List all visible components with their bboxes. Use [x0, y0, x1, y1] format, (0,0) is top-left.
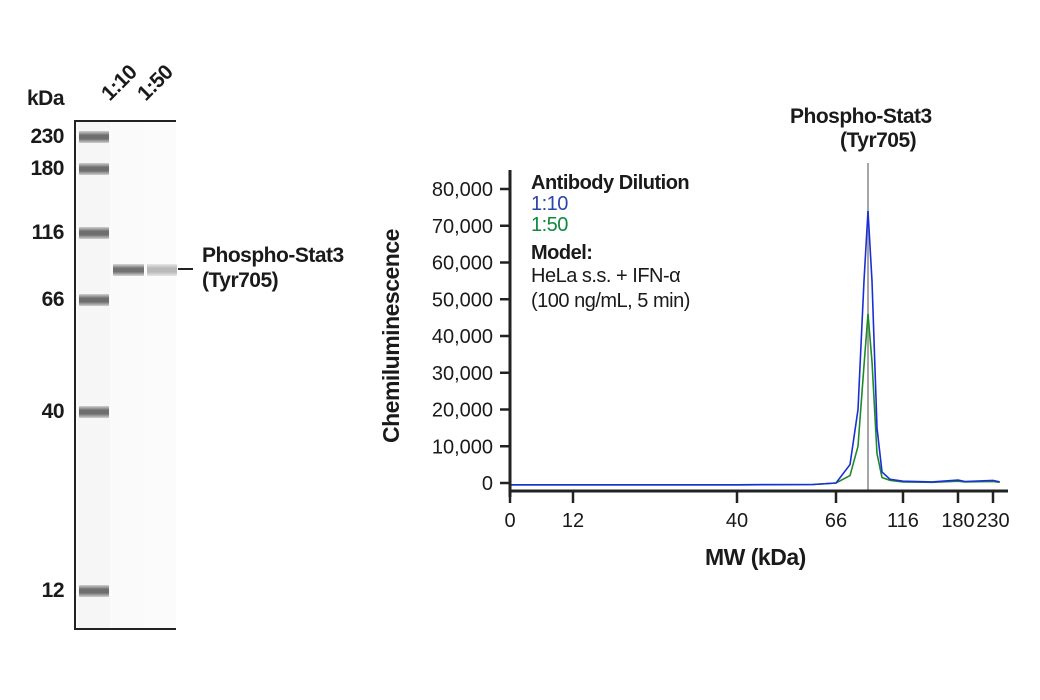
y-tick-label: 80,000 [432, 179, 493, 201]
series-1-10-line [510, 211, 1000, 486]
y-tick-label: 0 [482, 473, 493, 495]
x-tick-label: 12 [562, 510, 584, 532]
mw-label-116: 116 [31, 221, 65, 244]
mw-label-230: 230 [30, 125, 64, 148]
x-tick-label: 230 [976, 510, 1009, 532]
y-tick-label: 30,000 [432, 363, 493, 385]
x-axis-title: MW (kDa) [705, 544, 806, 570]
peak-label-line1: Phospho-Stat3 [790, 105, 932, 128]
model-title: Model: [531, 242, 593, 264]
marker-band-40 [79, 406, 109, 418]
lane-1-50 [146, 122, 176, 628]
marker-band-180 [79, 163, 109, 175]
band-annotation-line1: Phospho-Stat3 [202, 244, 344, 267]
legend-entry-1-50: 1:50 [531, 214, 568, 236]
legend-entry-1-10: 1:10 [531, 193, 568, 215]
marker-lane [78, 122, 110, 628]
series-1-50-line [510, 313, 1000, 486]
x-axis: 0 12 40 66 116 180 230 [504, 491, 1010, 532]
x-tick-label: 116 [887, 510, 919, 532]
y-axis: 0 10,000 20,000 30,000 40,000 50,000 60,000 70,… [432, 179, 510, 495]
marker-band-116 [79, 227, 109, 239]
marker-band-12 [79, 585, 109, 597]
y-tick-label: 70,000 [432, 216, 493, 238]
peak-label-line2: (Tyr705) [840, 129, 917, 152]
blot-image [74, 120, 177, 630]
y-tick-label: 60,000 [432, 253, 493, 275]
mw-label-180: 180 [30, 157, 64, 180]
x-tick-label: 40 [726, 510, 748, 532]
model-line2: (100 ng/mL, 5 min) [531, 290, 690, 312]
legend: Antibody Dilution 1:10 1:50 Model: HeLa … [531, 172, 690, 315]
band-pointer-line [178, 268, 193, 270]
y-tick-label: 40,000 [432, 326, 493, 348]
mw-label-12: 12 [41, 579, 65, 602]
x-tick-label: 0 [504, 510, 515, 532]
y-tick-label: 50,000 [432, 289, 493, 311]
y-tick-label: 20,000 [432, 400, 493, 422]
x-tick-label: 180 [941, 510, 974, 532]
x-tick-label: 66 [825, 510, 847, 532]
band-1-10 [113, 264, 144, 276]
band-1-50 [147, 264, 177, 276]
mw-label-40: 40 [41, 400, 65, 423]
legend-title: Antibody Dilution [531, 172, 690, 194]
band-annotation-line2: (Tyr705) [202, 269, 279, 292]
kda-unit-label: kDa [27, 87, 65, 110]
marker-band-230 [79, 131, 109, 143]
model-line1: HeLa s.s. + IFN-α [531, 265, 681, 287]
lane-1-10 [112, 122, 144, 628]
mw-label-66: 66 [41, 288, 65, 311]
marker-band-66 [79, 294, 109, 306]
y-tick-label: 10,000 [432, 436, 493, 458]
